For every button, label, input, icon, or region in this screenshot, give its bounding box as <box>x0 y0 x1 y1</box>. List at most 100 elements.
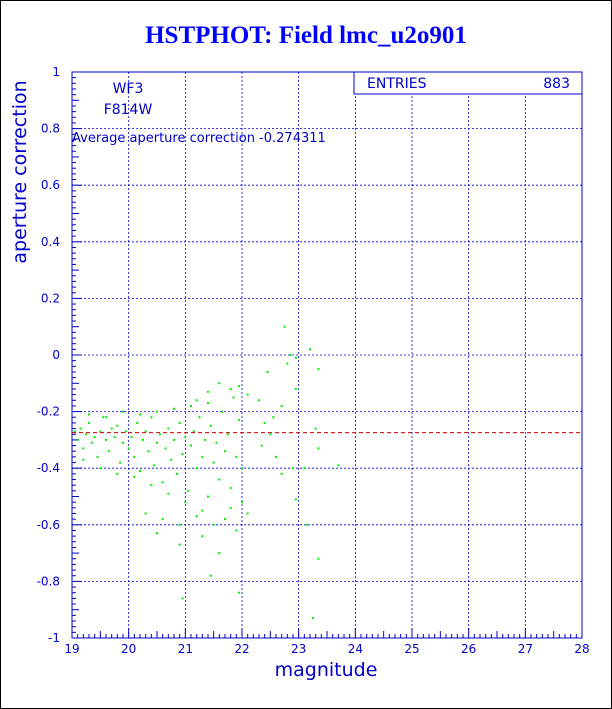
data-point <box>294 498 297 501</box>
data-point <box>235 455 238 458</box>
data-point <box>221 410 224 413</box>
data-point <box>241 467 243 470</box>
data-point <box>246 512 249 515</box>
stats-entries-value: 883 <box>543 76 570 92</box>
data-point <box>136 421 139 424</box>
data-point <box>107 450 110 453</box>
data-point <box>156 441 158 444</box>
x-tick-label: 24 <box>348 642 363 656</box>
data-point <box>198 416 201 419</box>
data-point <box>195 399 198 402</box>
data-point <box>218 552 221 555</box>
data-point <box>337 464 340 467</box>
data-point <box>161 481 164 484</box>
y-tick-label: 0 <box>52 348 60 362</box>
data-point <box>294 387 297 390</box>
data-point <box>139 470 141 473</box>
camera-annotation: WF3 <box>113 81 144 97</box>
data-point <box>167 427 170 430</box>
data-point <box>306 523 309 526</box>
data-point <box>93 436 96 439</box>
data-point <box>99 430 102 433</box>
data-point <box>164 447 167 450</box>
data-point <box>127 447 130 450</box>
x-tick-label: 20 <box>121 642 136 656</box>
x-tick-label: 27 <box>518 642 533 656</box>
data-point <box>167 492 170 495</box>
data-point <box>156 410 158 413</box>
y-tick-label: -0.6 <box>37 518 60 532</box>
data-points <box>73 325 340 620</box>
average-annotation: Average aperture correction -0.274311 <box>72 131 326 146</box>
y-tick-label: -0.4 <box>37 461 60 475</box>
data-point <box>212 523 215 526</box>
data-point <box>266 370 269 373</box>
data-point <box>150 484 153 487</box>
data-point <box>229 506 232 509</box>
x-tick-label: 28 <box>574 642 589 656</box>
data-point <box>195 515 198 518</box>
data-point <box>212 461 215 464</box>
data-point <box>113 436 116 439</box>
data-point <box>289 354 292 356</box>
data-point <box>258 399 260 402</box>
data-point <box>309 348 311 351</box>
grid <box>71 71 583 639</box>
data-point <box>218 478 221 481</box>
data-point <box>88 421 90 424</box>
data-point <box>286 362 289 365</box>
data-point <box>141 438 144 441</box>
data-point <box>116 472 119 475</box>
data-point <box>207 402 209 405</box>
data-point <box>224 518 226 521</box>
x-tick-label: 19 <box>64 642 79 656</box>
y-tick-label: 0.2 <box>41 291 60 305</box>
data-point <box>269 433 272 436</box>
data-point <box>85 433 88 436</box>
data-point <box>280 404 283 407</box>
data-point <box>226 433 229 436</box>
data-point <box>99 467 102 470</box>
data-point <box>280 472 283 475</box>
data-point <box>105 438 107 441</box>
data-point <box>215 441 218 444</box>
y-tick-label: 0.4 <box>41 235 60 249</box>
data-point <box>144 512 147 515</box>
data-point <box>317 557 320 560</box>
data-point <box>175 472 178 475</box>
data-point <box>96 455 99 458</box>
data-point <box>73 430 76 433</box>
data-point <box>224 450 226 453</box>
data-point <box>190 444 192 447</box>
data-point <box>207 390 209 393</box>
x-tick-label: 25 <box>404 642 419 656</box>
data-point <box>153 464 156 467</box>
data-point <box>283 325 286 328</box>
data-point <box>110 427 113 430</box>
data-point <box>124 430 127 433</box>
stats-entries-label: ENTRIES <box>367 76 427 92</box>
y-tick-label: 0.6 <box>41 178 60 192</box>
y-tick-label: 1 <box>52 65 60 79</box>
data-point <box>317 447 320 450</box>
data-point <box>161 518 164 521</box>
data-point <box>130 436 133 439</box>
data-point <box>275 455 277 458</box>
data-point <box>184 436 187 439</box>
data-point <box>122 441 124 444</box>
y-tick-label: 0.8 <box>41 122 60 136</box>
y-tick-label: -0.2 <box>37 405 60 419</box>
y-axis-label: aperture correction <box>9 80 31 263</box>
data-point <box>294 356 297 359</box>
data-point <box>181 597 184 600</box>
x-tick-label: 23 <box>291 642 306 656</box>
data-point <box>272 416 275 419</box>
x-tick-labels: 19 20 21 22 23 24 25 26 27 28 <box>64 642 589 656</box>
data-point <box>119 461 122 464</box>
data-point <box>235 529 238 532</box>
data-point <box>232 396 235 399</box>
data-point <box>173 438 175 441</box>
data-point <box>122 410 124 413</box>
data-point <box>317 368 320 371</box>
x-tick-label: 22 <box>234 642 249 656</box>
